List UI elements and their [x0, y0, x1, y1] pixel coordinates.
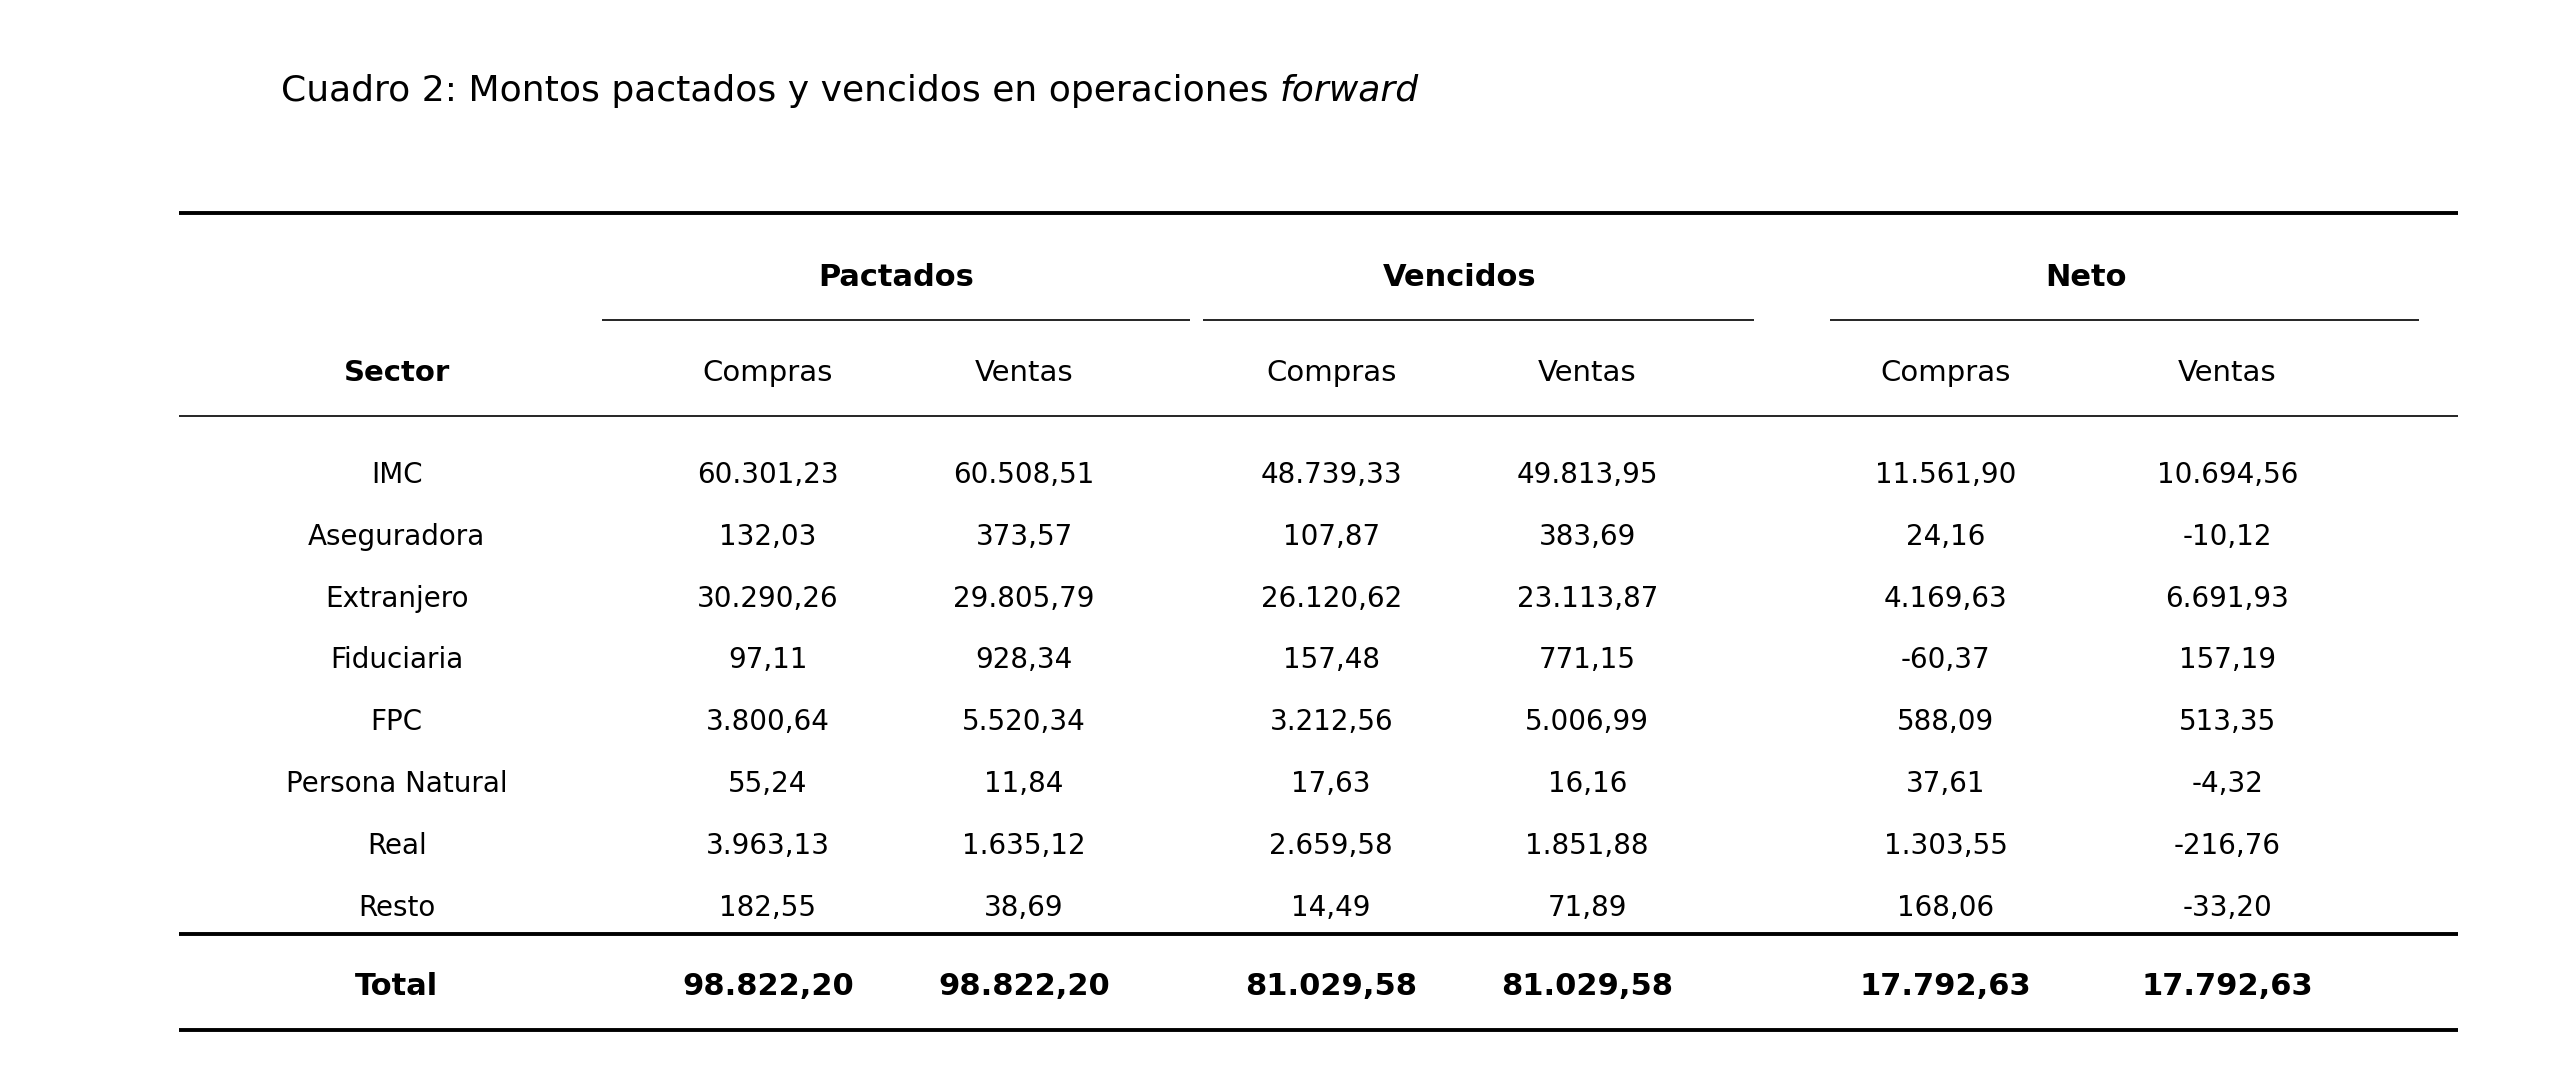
Text: 168,06: 168,06 [1897, 894, 1994, 922]
Text: 4.169,63: 4.169,63 [1884, 585, 2007, 612]
Text: 5.006,99: 5.006,99 [1526, 708, 1649, 736]
Text: -60,37: -60,37 [1900, 647, 1992, 674]
Text: 10.694,56: 10.694,56 [2156, 461, 2299, 489]
Text: 97,11: 97,11 [727, 647, 809, 674]
Text: 157,19: 157,19 [2179, 647, 2276, 674]
Text: 60.508,51: 60.508,51 [952, 461, 1096, 489]
Text: 98.822,20: 98.822,20 [681, 972, 855, 1002]
Text: 182,55: 182,55 [719, 894, 817, 922]
Text: forward: forward [1280, 74, 1418, 108]
Text: Real: Real [366, 832, 428, 860]
Text: 373,57: 373,57 [975, 523, 1073, 551]
Text: 81.029,58: 81.029,58 [1500, 972, 1674, 1002]
Text: 16,16: 16,16 [1546, 770, 1628, 798]
Text: 107,87: 107,87 [1283, 523, 1380, 551]
Text: 81.029,58: 81.029,58 [1244, 972, 1418, 1002]
Text: 588,09: 588,09 [1897, 708, 1994, 736]
Text: 1.635,12: 1.635,12 [963, 832, 1085, 860]
Text: 11.561,90: 11.561,90 [1874, 461, 2017, 489]
Text: 38,69: 38,69 [983, 894, 1065, 922]
Text: Vencidos: Vencidos [1382, 262, 1536, 292]
Text: 49.813,95: 49.813,95 [1516, 461, 1659, 489]
Text: -4,32: -4,32 [2191, 770, 2263, 798]
Text: 30.290,26: 30.290,26 [696, 585, 840, 612]
Text: 23.113,87: 23.113,87 [1516, 585, 1659, 612]
Text: Ventas: Ventas [1539, 360, 1636, 387]
Text: 771,15: 771,15 [1539, 647, 1636, 674]
Text: 98.822,20: 98.822,20 [937, 972, 1111, 1002]
Text: 48.739,33: 48.739,33 [1260, 461, 1403, 489]
Text: Fiduciaria: Fiduciaria [330, 647, 463, 674]
Text: -10,12: -10,12 [2184, 523, 2271, 551]
Text: -216,76: -216,76 [2173, 832, 2281, 860]
Text: Compras: Compras [1267, 360, 1395, 387]
Text: 17,63: 17,63 [1290, 770, 1372, 798]
Text: 5.520,34: 5.520,34 [963, 708, 1085, 736]
Text: Ventas: Ventas [975, 360, 1073, 387]
Text: Neto: Neto [2045, 262, 2127, 292]
Text: 55,24: 55,24 [727, 770, 809, 798]
Text: Resto: Resto [358, 894, 435, 922]
Text: Ventas: Ventas [2179, 360, 2276, 387]
Text: 17.792,63: 17.792,63 [1859, 972, 2033, 1002]
Text: 37,61: 37,61 [1905, 770, 1987, 798]
Text: Cuadro 2: Montos pactados y vencidos en operaciones: Cuadro 2: Montos pactados y vencidos en … [282, 74, 1280, 108]
Text: 1.303,55: 1.303,55 [1884, 832, 2007, 860]
Text: 71,89: 71,89 [1546, 894, 1628, 922]
Text: 24,16: 24,16 [1905, 523, 1987, 551]
Text: Pactados: Pactados [819, 262, 973, 292]
Text: 6.691,93: 6.691,93 [2166, 585, 2289, 612]
Text: 3.212,56: 3.212,56 [1270, 708, 1393, 736]
Text: 513,35: 513,35 [2179, 708, 2276, 736]
Text: Extranjero: Extranjero [325, 585, 468, 612]
Text: 3.800,64: 3.800,64 [707, 708, 829, 736]
Text: Aseguradora: Aseguradora [307, 523, 486, 551]
Text: 26.120,62: 26.120,62 [1260, 585, 1403, 612]
Text: 3.963,13: 3.963,13 [707, 832, 829, 860]
Text: 2.659,58: 2.659,58 [1270, 832, 1393, 860]
Text: Sector: Sector [343, 360, 451, 387]
Text: FPC: FPC [371, 708, 422, 736]
Text: 17.792,63: 17.792,63 [2140, 972, 2314, 1002]
Text: 132,03: 132,03 [719, 523, 817, 551]
Text: Compras: Compras [704, 360, 832, 387]
Text: 60.301,23: 60.301,23 [696, 461, 840, 489]
Text: Compras: Compras [1882, 360, 2010, 387]
Text: 14,49: 14,49 [1290, 894, 1372, 922]
Text: 157,48: 157,48 [1283, 647, 1380, 674]
Text: 1.851,88: 1.851,88 [1526, 832, 1649, 860]
Text: 383,69: 383,69 [1539, 523, 1636, 551]
Text: Persona Natural: Persona Natural [287, 770, 507, 798]
Text: IMC: IMC [371, 461, 422, 489]
Text: -33,20: -33,20 [2181, 894, 2273, 922]
Text: 928,34: 928,34 [975, 647, 1073, 674]
Text: 11,84: 11,84 [983, 770, 1065, 798]
Text: 29.805,79: 29.805,79 [952, 585, 1096, 612]
Text: Total: Total [356, 972, 438, 1002]
